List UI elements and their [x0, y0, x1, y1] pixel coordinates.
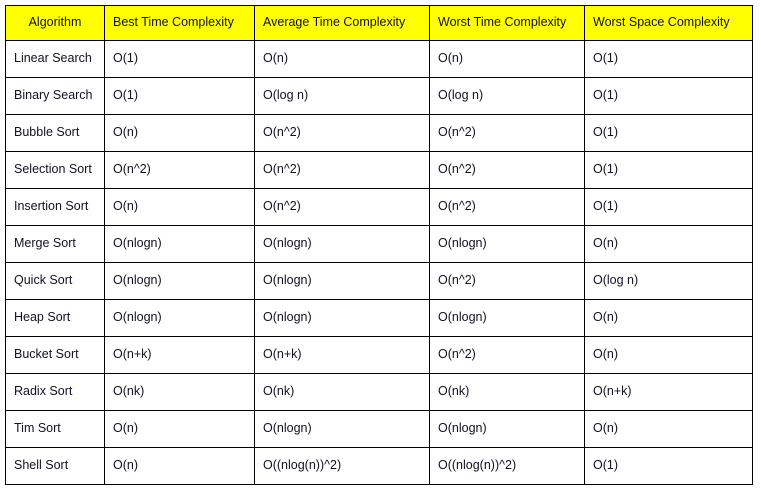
cell-worst-time-complexity: O(log n) [429, 77, 585, 115]
table-row: Shell Sort O(n) O((nlog(n))^2) O((nlog(n))^… [5, 447, 753, 485]
cell-average-time-complexity: O((nlog(n))^2) [254, 447, 430, 485]
cell-average-time-complexity: O(n) [254, 40, 430, 78]
cell-best-time-complexity: O(nlogn) [104, 262, 255, 300]
cell-worst-space-complexity: O(n+k) [584, 373, 753, 411]
cell-worst-time-complexity: O(n^2) [429, 188, 585, 226]
column-header-best-time-complexity: Best Time Complexity [104, 5, 255, 41]
cell-worst-space-complexity: O(1) [584, 77, 753, 115]
cell-worst-space-complexity: O(n) [584, 410, 753, 448]
cell-best-time-complexity: O(n) [104, 114, 255, 152]
cell-best-time-complexity: O(nlogn) [104, 299, 255, 337]
table-row: Merge Sort O(nlogn) O(nlogn) O(nlogn) O(n) [5, 225, 753, 263]
cell-average-time-complexity: O(n+k) [254, 336, 430, 374]
cell-worst-time-complexity: O(n^2) [429, 114, 585, 152]
table-row: Heap Sort O(nlogn) O(nlogn) O(nlogn) O(n) [5, 299, 753, 337]
table-row: Bucket Sort O(n+k) O(n+k) O(n^2) O(n) [5, 336, 753, 374]
cell-algorithm: Binary Search [5, 77, 105, 115]
cell-algorithm: Heap Sort [5, 299, 105, 337]
cell-average-time-complexity: O(n^2) [254, 151, 430, 189]
cell-worst-time-complexity: O(n) [429, 40, 585, 78]
cell-best-time-complexity: O(n) [104, 447, 255, 485]
cell-algorithm: Shell Sort [5, 447, 105, 485]
cell-best-time-complexity: O(n^2) [104, 151, 255, 189]
cell-algorithm: Merge Sort [5, 225, 105, 263]
cell-best-time-complexity: O(n) [104, 410, 255, 448]
cell-best-time-complexity: O(1) [104, 40, 255, 78]
column-header-worst-space-complexity: Worst Space Complexity [584, 5, 753, 41]
cell-average-time-complexity: O(n^2) [254, 114, 430, 152]
cell-average-time-complexity: O(log n) [254, 77, 430, 115]
column-header-worst-time-complexity: Worst Time Complexity [429, 5, 585, 41]
algorithm-complexity-table: Algorithm Best Time Complexity Average T… [5, 5, 753, 485]
cell-algorithm: Bucket Sort [5, 336, 105, 374]
cell-average-time-complexity: O(nlogn) [254, 225, 430, 263]
table-header-row: Algorithm Best Time Complexity Average T… [5, 5, 753, 41]
cell-worst-time-complexity: O(nk) [429, 373, 585, 411]
cell-algorithm: Selection Sort [5, 151, 105, 189]
table-row: Insertion Sort O(n) O(n^2) O(n^2) O(1) [5, 188, 753, 226]
table-header: Algorithm Best Time Complexity Average T… [5, 5, 753, 41]
cell-best-time-complexity: O(1) [104, 77, 255, 115]
cell-average-time-complexity: O(nlogn) [254, 410, 430, 448]
cell-worst-time-complexity: O((nlog(n))^2) [429, 447, 585, 485]
cell-average-time-complexity: O(nlogn) [254, 262, 430, 300]
cell-average-time-complexity: O(nk) [254, 373, 430, 411]
table-row: Tim Sort O(n) O(nlogn) O(nlogn) O(n) [5, 410, 753, 448]
cell-worst-space-complexity: O(1) [584, 114, 753, 152]
table-row: Binary Search O(1) O(log n) O(log n) O(1) [5, 77, 753, 115]
cell-algorithm: Quick Sort [5, 262, 105, 300]
complexity-table-container: Algorithm Best Time Complexity Average T… [5, 5, 753, 485]
table-row: Radix Sort O(nk) O(nk) O(nk) O(n+k) [5, 373, 753, 411]
cell-worst-time-complexity: O(nlogn) [429, 410, 585, 448]
column-header-average-time-complexity: Average Time Complexity [254, 5, 430, 41]
cell-worst-time-complexity: O(n^2) [429, 262, 585, 300]
table-body: Linear Search O(1) O(n) O(n) O(1) Binary Sear… [5, 40, 753, 485]
table-row: Quick Sort O(nlogn) O(nlogn) O(n^2) O(log n) [5, 262, 753, 300]
cell-worst-time-complexity: O(n^2) [429, 336, 585, 374]
cell-algorithm: Bubble Sort [5, 114, 105, 152]
cell-best-time-complexity: O(nlogn) [104, 225, 255, 263]
cell-average-time-complexity: O(n^2) [254, 188, 430, 226]
cell-best-time-complexity: O(nk) [104, 373, 255, 411]
cell-worst-time-complexity: O(nlogn) [429, 225, 585, 263]
cell-worst-space-complexity: O(1) [584, 151, 753, 189]
cell-worst-space-complexity: O(n) [584, 336, 753, 374]
table-row: Selection Sort O(n^2) O(n^2) O(n^2) O(1) [5, 151, 753, 189]
cell-worst-time-complexity: O(nlogn) [429, 299, 585, 337]
cell-worst-space-complexity: O(log n) [584, 262, 753, 300]
table-row: Bubble Sort O(n) O(n^2) O(n^2) O(1) [5, 114, 753, 152]
cell-worst-space-complexity: O(n) [584, 225, 753, 263]
cell-best-time-complexity: O(n+k) [104, 336, 255, 374]
cell-average-time-complexity: O(nlogn) [254, 299, 430, 337]
cell-algorithm: Insertion Sort [5, 188, 105, 226]
cell-algorithm: Radix Sort [5, 373, 105, 411]
cell-worst-time-complexity: O(n^2) [429, 151, 585, 189]
column-header-algorithm: Algorithm [5, 5, 105, 41]
cell-algorithm: Linear Search [5, 40, 105, 78]
cell-best-time-complexity: O(n) [104, 188, 255, 226]
cell-worst-space-complexity: O(n) [584, 299, 753, 337]
cell-worst-space-complexity: O(1) [584, 447, 753, 485]
cell-algorithm: Tim Sort [5, 410, 105, 448]
cell-worst-space-complexity: O(1) [584, 188, 753, 226]
table-row: Linear Search O(1) O(n) O(n) O(1) [5, 40, 753, 78]
cell-worst-space-complexity: O(1) [584, 40, 753, 78]
